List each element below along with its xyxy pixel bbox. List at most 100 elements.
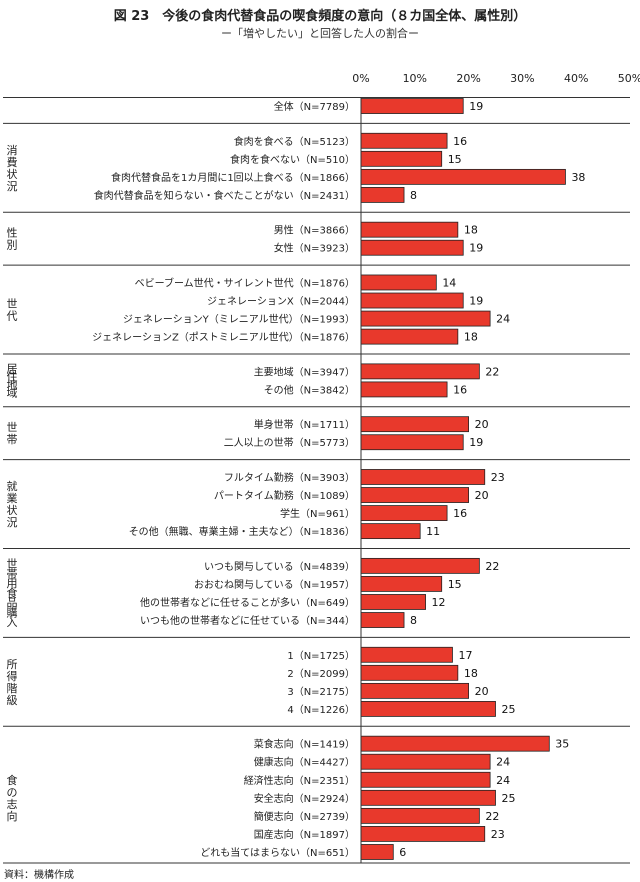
bar [360,594,426,610]
x-tick-label: 20% [456,72,480,85]
bar-value-label: 35 [555,738,569,751]
bar-value-label: 23 [491,471,505,484]
category-label: ベビーブーム世代・サイレント世代（N=1876） [135,276,355,289]
category-label: 全体（N=7789） [274,100,355,113]
bar [360,416,469,433]
bar-value-label: 38 [571,171,585,184]
category-label: おおむね関与している（N=1957） [194,579,355,591]
category-label: ジェネレーションY（ミレニアル世代）（N=1993） [123,314,355,326]
bar [360,292,464,309]
bar-value-label: 12 [432,596,446,609]
bar [360,132,448,149]
category-label: その他（N=3842） [264,383,355,396]
category-label: 他の世帯者などに任せることが多い（N=649） [140,596,355,609]
category-label: 食肉を食べる（N=5123） [234,135,355,148]
bar [360,239,464,256]
bar-value-label: 18 [464,667,478,680]
bar [360,221,459,238]
group-label: 食の志向 [7,773,18,823]
category-label: 1（N=1725） [287,650,355,662]
category-label: 安全志向（N=2924） [254,792,355,805]
category-label: 食肉を食べない（N=510） [230,153,355,166]
category-label: 健康志向（N=4427） [254,756,355,769]
category-label: 菜食志向（N=1419） [254,738,355,751]
category-label: 2（N=2099） [287,668,355,680]
bar-value-label: 16 [453,383,467,396]
source-note: 資料：機構作成 [4,870,74,881]
group-label: 世帯用食品購入 [7,558,18,629]
bar [360,646,453,663]
bar-value-label: 19 [469,295,483,308]
bar [360,328,459,345]
bar-value-label: 20 [475,418,489,431]
bar-value-label: 20 [475,489,489,502]
category-label: 二人以上の世帯（N=5773） [224,436,355,449]
bar-value-label: 24 [496,774,510,787]
category-label: 主要地域（N=3947） [254,365,355,378]
bar [360,168,566,185]
bar [360,150,443,167]
x-tick-label: 30% [510,72,534,85]
category-label: パートタイム勤務（N=1089） [214,489,355,502]
bar [360,664,459,681]
bar [360,98,464,114]
bar-value-label: 22 [485,560,499,573]
bar [360,771,491,788]
bar [360,505,448,521]
group-label: 居住地域 [7,362,18,399]
bar-value-label: 25 [502,792,516,805]
category-label: 簡便志向（N=2739） [254,810,355,823]
category-label: いつも他の世帯者などに任せている（N=344） [140,614,355,627]
chart-title: 図 23 今後の食肉代替食品の喫食頻度の意向（８カ国全体、属性別） [113,9,527,24]
category-label: 学生（N=961） [280,507,355,520]
group-label: 消費状況 [7,143,18,193]
category-label: ジェネレーションZ（ポストミレニアル世代）（N=1876） [92,332,355,344]
category-label: 女性（N=3923） [274,242,355,255]
group-label: 性別 [7,226,18,252]
category-label: フルタイム勤務（N=3903） [224,471,355,484]
bar [360,789,496,806]
group-label: 就業状況 [7,479,18,529]
group-label: 世代 [7,298,18,323]
bar-value-label: 22 [485,365,499,378]
bar [360,487,469,503]
bar-value-label: 18 [464,224,478,237]
bar [360,363,480,380]
bar-value-label: 17 [458,649,472,662]
category-label: 3（N=2175） [287,686,355,698]
bar-value-label: 15 [448,578,462,591]
category-label: いつも関与している（N=4839） [204,561,355,573]
category-label: 経済性志向（N=2351） [244,774,355,787]
bar-value-label: 25 [502,703,516,716]
category-label: 4（N=1226） [287,704,355,716]
bar [360,557,480,574]
bar [360,469,486,485]
bar [360,735,550,752]
bar-value-label: 16 [453,507,467,520]
bar [360,753,491,770]
category-label: 食肉代替食品を1カ月間に1回以上食べる（N=1866） [111,171,355,184]
bar [360,701,496,717]
x-tick-label: 50% [618,72,640,85]
bar-value-label: 19 [469,242,483,255]
group-label: 所得階級 [7,658,18,707]
bar-value-label: 11 [426,525,440,538]
bar-value-label: 8 [410,189,417,202]
bar-value-label: 18 [464,331,478,344]
bar [360,612,405,628]
chart-subtitle: ー「増やしたい」と回答した人の割合ー [221,27,419,40]
bar-value-label: 19 [469,100,483,113]
category-label: 食肉代替食品を知らない・食べたことがない（N=2431） [94,189,355,202]
category-label: 単身世帯（N=1711） [254,418,355,431]
bar-value-label: 24 [496,756,510,769]
bar [360,381,448,398]
bar-value-label: 16 [453,135,467,148]
bar-value-label: 22 [485,810,499,823]
x-tick-label: 40% [564,72,588,85]
bar-value-label: 6 [399,846,406,859]
bar [360,576,443,592]
bar [360,523,421,540]
group-label: 世帯 [7,421,18,446]
bar [360,187,405,203]
